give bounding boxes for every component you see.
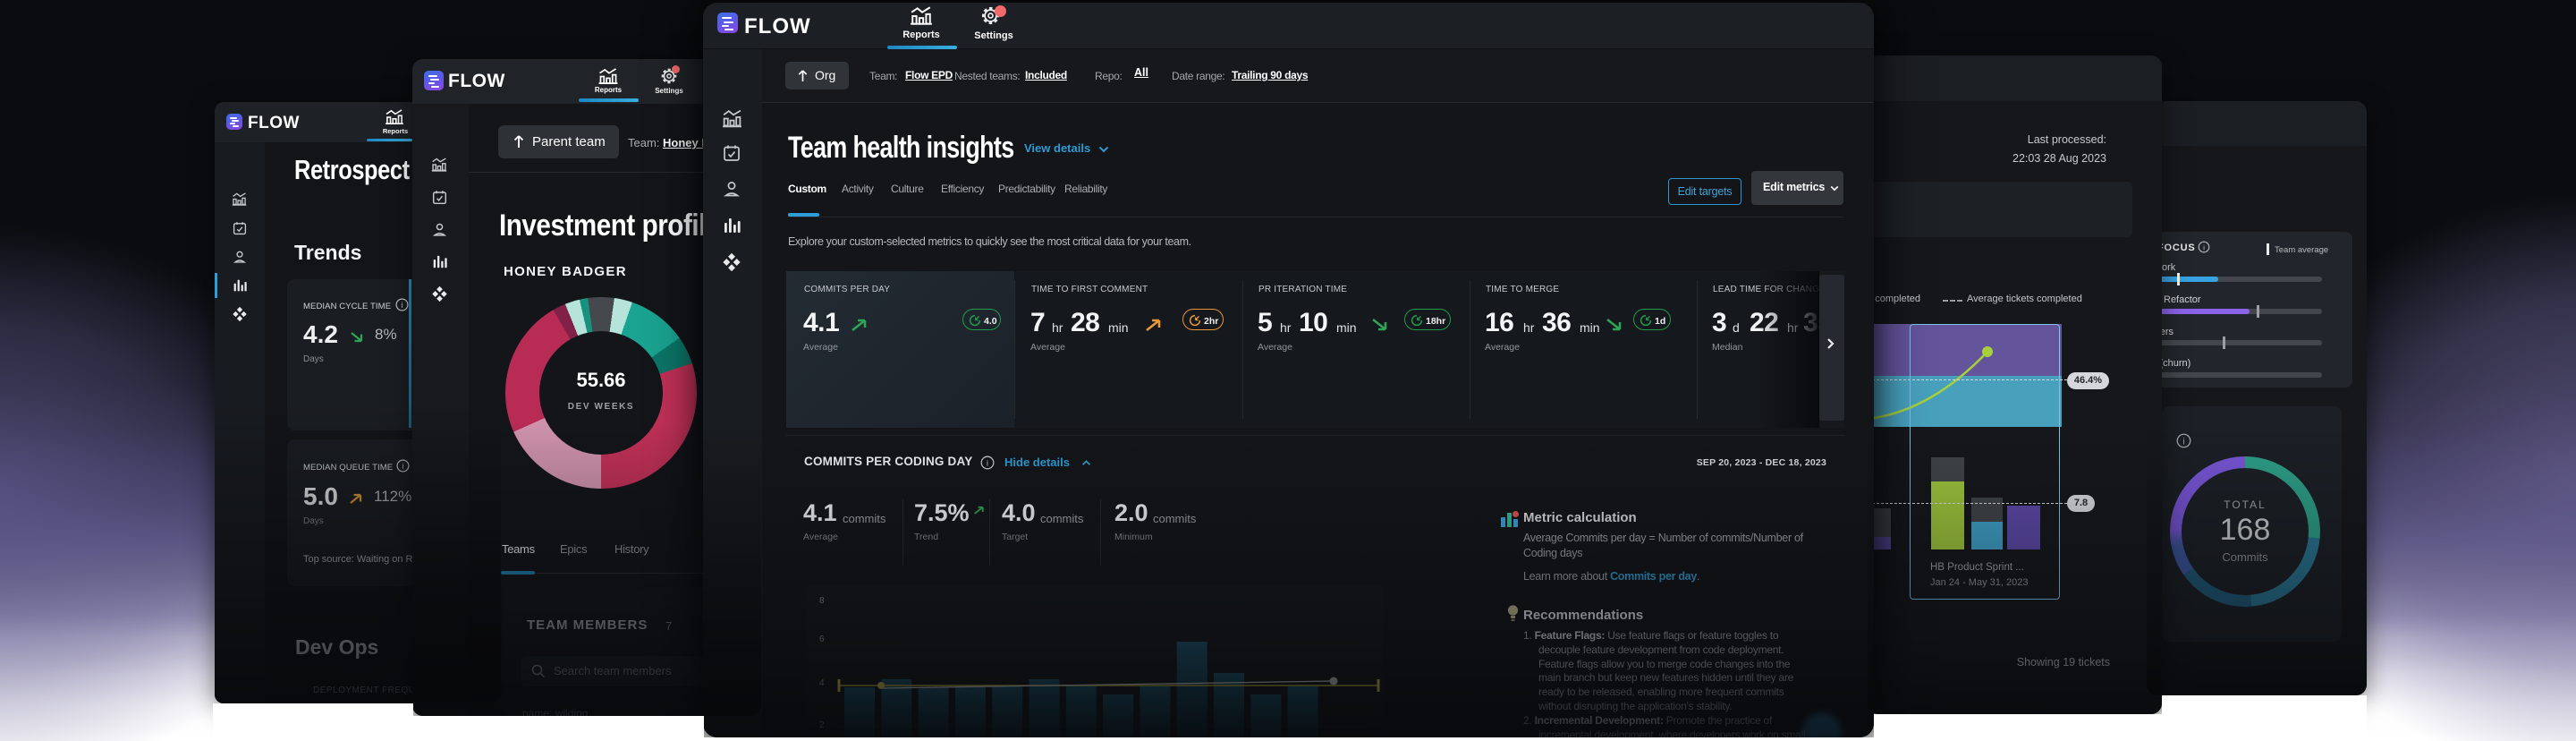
svg-text:i: i [402,462,404,471]
svg-text:i: i [402,301,403,310]
svg-text:i: i [2182,437,2184,447]
svg-text:i: i [987,459,988,469]
svg-text:i: i [2203,243,2205,251]
